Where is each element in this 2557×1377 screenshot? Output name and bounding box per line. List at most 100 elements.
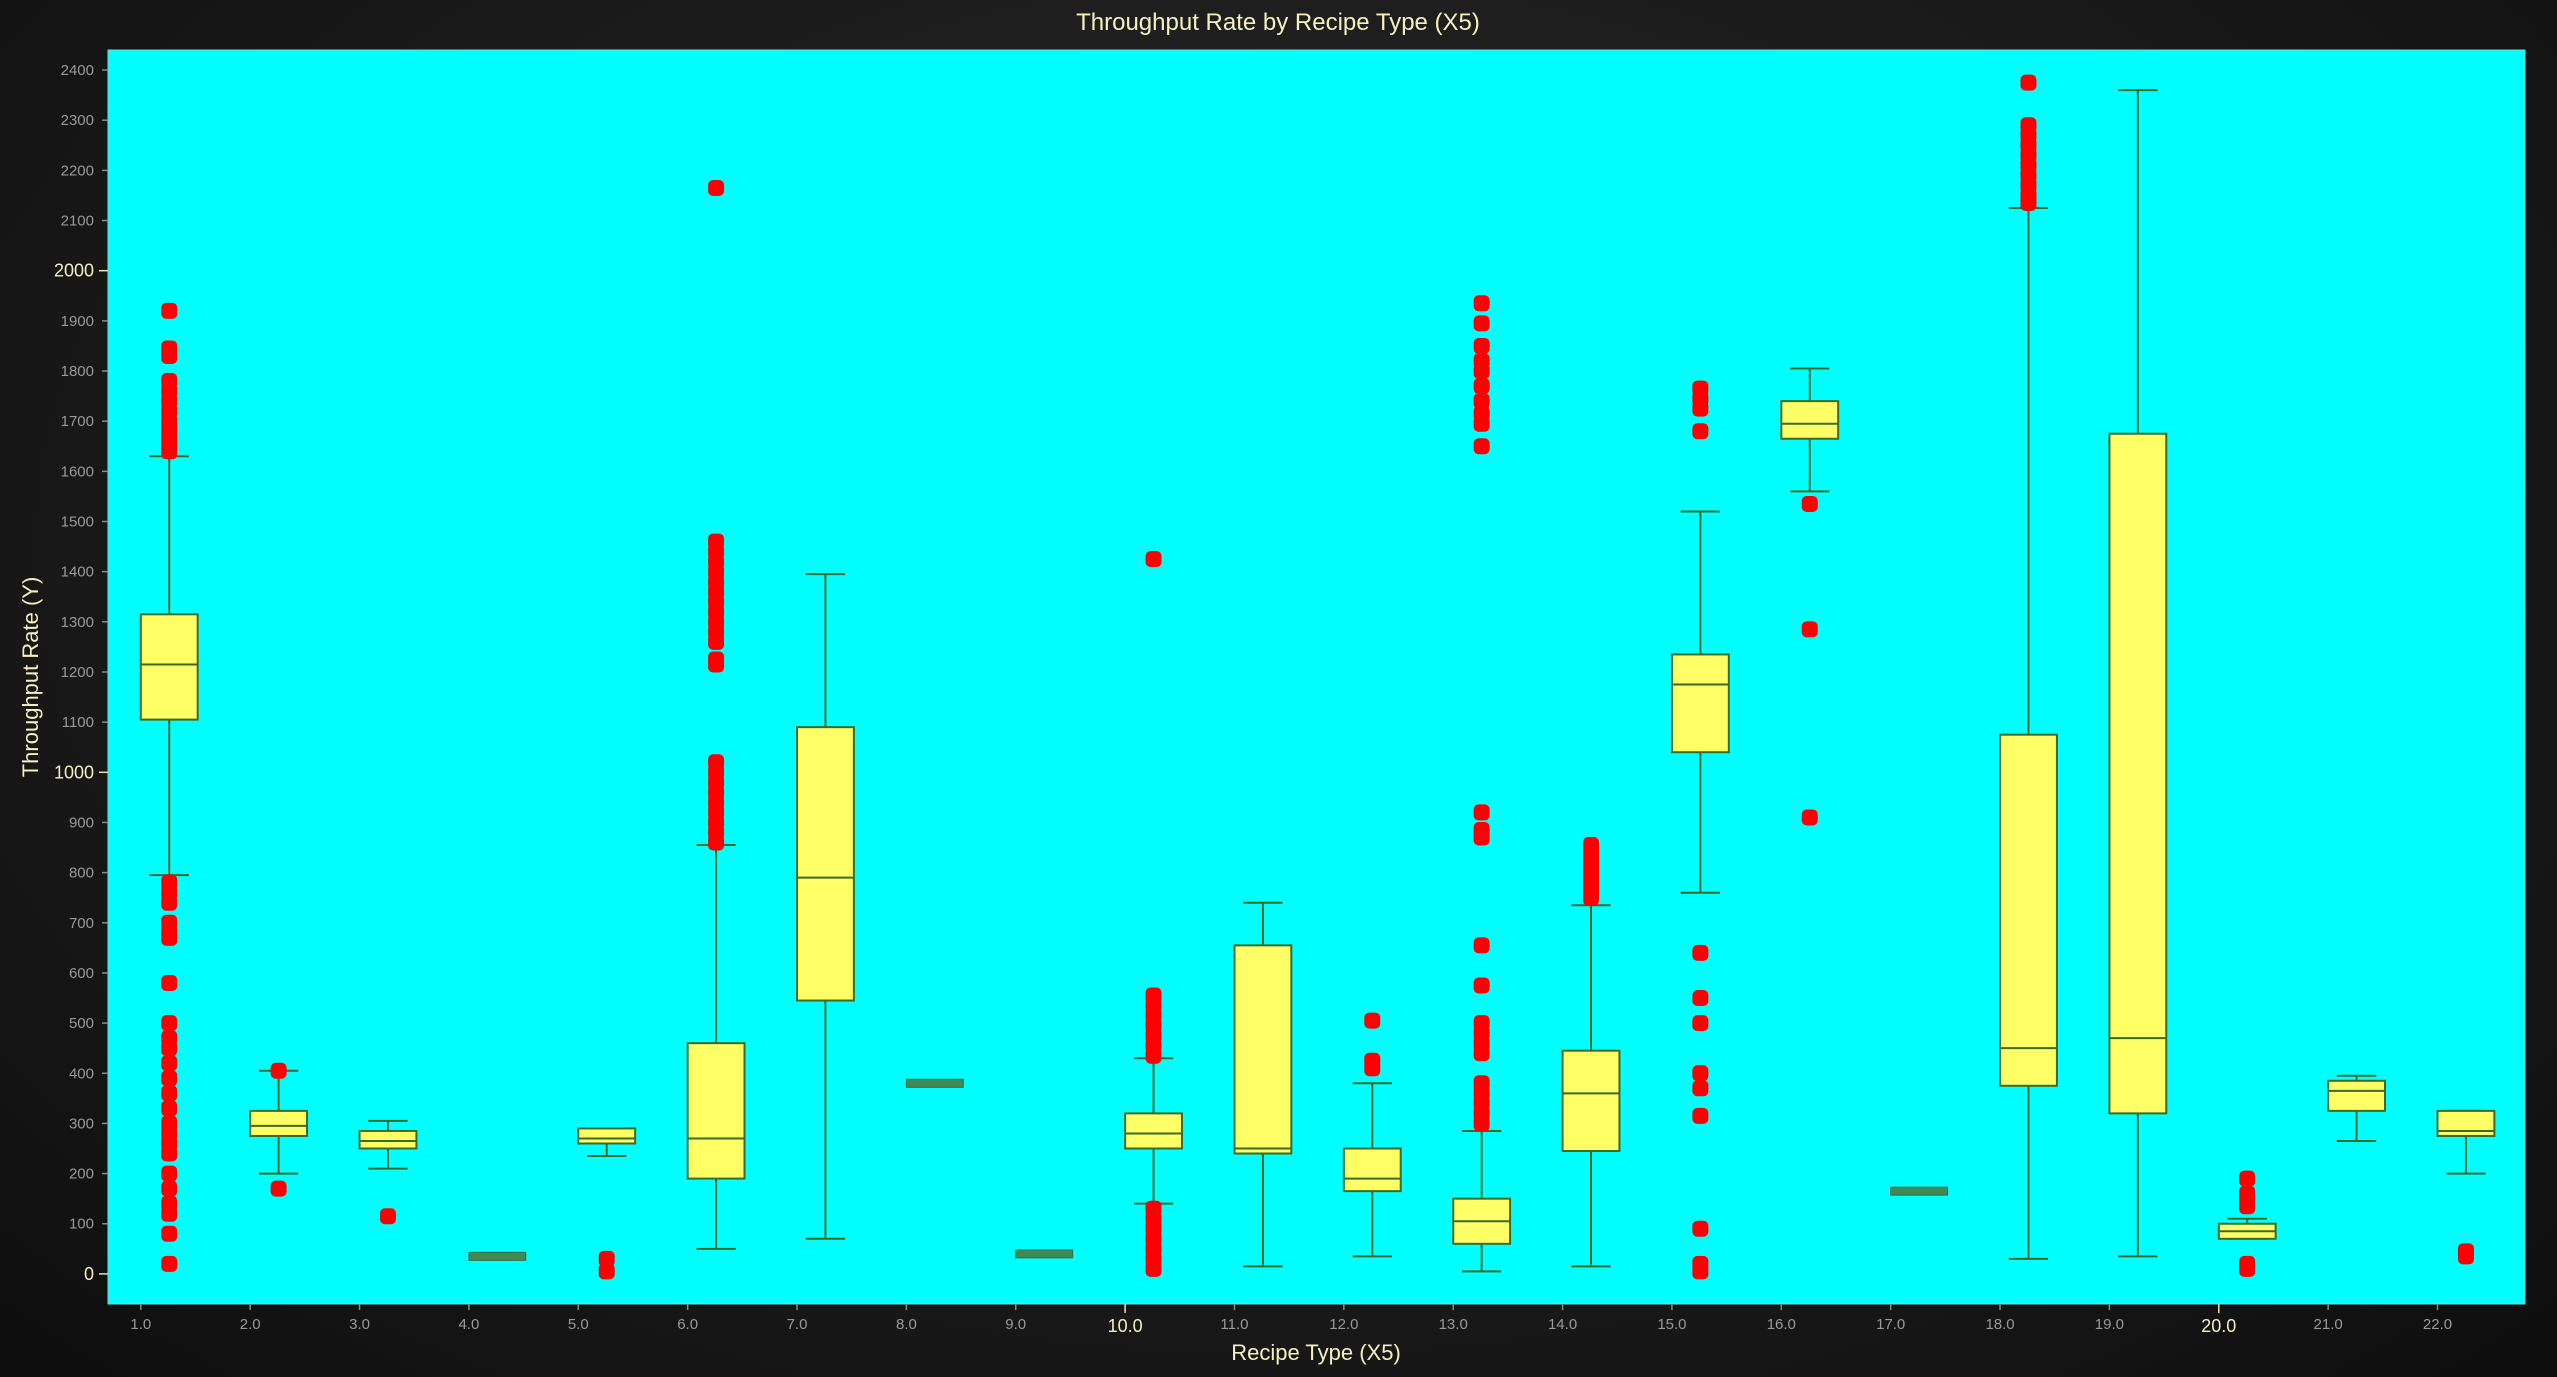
outlier-point — [1473, 378, 1490, 395]
y-tick-label: 1300 — [61, 614, 94, 631]
box-iqr — [1561, 1049, 1621, 1153]
x-tick-label: 11.0 — [1220, 1316, 1248, 1333]
outlier-point — [1801, 495, 1818, 512]
outlier-point — [708, 633, 725, 650]
box-iqr — [1670, 653, 1730, 754]
outlier-point — [1692, 400, 1709, 417]
outlier-point — [1364, 1060, 1381, 1077]
outlier-point — [598, 1263, 615, 1280]
x-tick-label: 12.0 — [1329, 1316, 1358, 1333]
x-tick-label: 9.0 — [1005, 1316, 1026, 1333]
y-tick-label: 800 — [69, 865, 94, 882]
y-axis-title: Throughput Rate (Y) — [18, 577, 43, 778]
box-group-11 — [1233, 901, 1293, 1268]
y-tick-label: 400 — [69, 1065, 94, 1082]
y-tick-label: 2100 — [61, 213, 94, 230]
outlier-point — [1145, 1260, 1162, 1277]
outlier-point — [1473, 363, 1490, 380]
x-tick-label: 5.0 — [568, 1316, 589, 1333]
y-axis: 0 100 200 300 400 500 600 700 800 900 1000 1100 1200… — [54, 62, 108, 1284]
outlier-point — [1473, 1115, 1490, 1132]
y-tick-label: 900 — [69, 814, 94, 831]
outlier-point — [1473, 415, 1490, 432]
outlier-point — [161, 974, 178, 991]
y-tick-label: 1700 — [61, 413, 94, 430]
y-tick-label: 2400 — [61, 62, 94, 79]
outlier-point — [161, 1205, 178, 1222]
y-tick-label: 100 — [69, 1216, 94, 1233]
outlier-point — [1692, 990, 1709, 1007]
box-group-19 — [2108, 89, 2168, 1258]
outlier-point — [161, 1255, 178, 1272]
box-group-10 — [1124, 1057, 1183, 1205]
box-group-5 — [577, 1127, 637, 1158]
box-group-6 — [686, 844, 746, 1250]
box-group-3 — [358, 1119, 418, 1170]
outlier-point — [2020, 194, 2037, 211]
box-flat — [1015, 1249, 1074, 1259]
x-tick-label: 17.0 — [1876, 1316, 1905, 1333]
outlier-point — [2020, 74, 2037, 91]
y-tick-label: 300 — [69, 1115, 94, 1132]
y-tick-label: 1100 — [62, 714, 94, 731]
box-iqr — [1342, 1147, 1402, 1193]
box-iqr — [2436, 1109, 2496, 1137]
y-tick-label: 2000 — [54, 261, 94, 281]
outlier-point — [161, 1100, 178, 1117]
outlier-point — [708, 834, 725, 851]
box-iqr — [686, 1042, 746, 1180]
outlier-point — [1473, 295, 1490, 312]
box-iqr — [1999, 733, 2058, 1087]
x-axis-title: Recipe Type (X5) — [1231, 1340, 1401, 1365]
outlier-point — [161, 1085, 178, 1102]
outlier-point — [161, 1225, 178, 1242]
x-tick-label: 4.0 — [458, 1316, 479, 1333]
y-tick-label: 1500 — [61, 514, 94, 531]
outlier-point — [1473, 937, 1490, 954]
outlier-point — [1692, 1015, 1709, 1032]
outlier-point — [1473, 438, 1490, 455]
outlier-point — [161, 894, 178, 911]
outlier-point — [1692, 944, 1709, 961]
y-tick-label: 2200 — [61, 162, 94, 179]
box-flat — [905, 1078, 964, 1088]
box-group-16 — [1780, 367, 1840, 493]
box-iqr — [1233, 944, 1293, 1155]
x-tick-label: 20.0 — [2201, 1316, 2236, 1336]
outlier-point — [2457, 1248, 2474, 1265]
outlier-point — [2239, 1260, 2256, 1277]
box-group-2 — [249, 1069, 309, 1175]
box-iqr — [2327, 1079, 2387, 1112]
box-group-1 — [139, 455, 199, 877]
outlier-point — [2239, 1198, 2256, 1215]
outlier-point — [1692, 1220, 1709, 1237]
outlier-point — [161, 1180, 178, 1197]
outlier-point — [1692, 1107, 1709, 1124]
x-tick-label: 13.0 — [1439, 1316, 1468, 1333]
box-flat — [1890, 1186, 1949, 1196]
x-tick-label: 21.0 — [2314, 1316, 2343, 1333]
y-tick-label: 200 — [69, 1166, 94, 1183]
outlier-point — [1473, 804, 1490, 821]
outlier-point — [1473, 337, 1490, 354]
box-group-20 — [2217, 1217, 2277, 1240]
x-tick-label: 15.0 — [1657, 1316, 1686, 1333]
box-group-13 — [1452, 1129, 1512, 1273]
boxes — [139, 89, 2496, 1273]
outlier-point — [1473, 829, 1490, 846]
outlier-point — [161, 1055, 178, 1072]
outlier-point — [161, 929, 178, 946]
outlier-point — [161, 1165, 178, 1182]
x-tick-label: 19.0 — [2095, 1316, 2124, 1333]
box-iqr — [1124, 1112, 1183, 1150]
x-tick-label: 10.0 — [1108, 1316, 1143, 1336]
box-group-21 — [2327, 1074, 2387, 1142]
box-flat — [468, 1251, 527, 1261]
outlier-point — [2239, 1170, 2256, 1187]
box-group-9 — [1015, 1249, 1074, 1259]
box-group-12 — [1342, 1082, 1402, 1258]
y-tick-label: 1900 — [61, 313, 94, 330]
outlier-point — [1692, 1263, 1709, 1280]
chart-title: Throughput Rate by Recipe Type (X5) — [1076, 9, 1480, 36]
